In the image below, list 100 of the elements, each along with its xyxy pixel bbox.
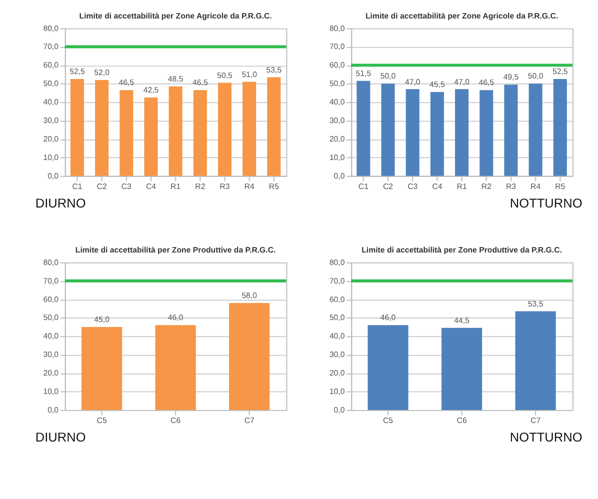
x-tick-label: C7 [530, 416, 541, 426]
y-tick-label: 30,0 [329, 350, 346, 360]
bar [82, 326, 122, 410]
bar [95, 80, 109, 176]
x-tick-label: C4 [432, 182, 443, 192]
bar [70, 79, 84, 176]
data-label: 48,5 [168, 74, 184, 84]
x-tick-label: R5 [268, 182, 280, 192]
data-label: 49,5 [503, 72, 520, 82]
x-tick-label: R5 [555, 182, 566, 192]
y-tick-label: 10,0 [43, 386, 60, 396]
y-tick-label: 40,0 [329, 98, 346, 107]
x-tick-label: R3 [220, 182, 230, 192]
data-label: 47,0 [404, 77, 421, 86]
x-tick-label: C1 [72, 182, 82, 192]
y-tick-label: 80,0 [43, 24, 60, 33]
y-tick-label: 0,0 [48, 405, 60, 414]
bar [356, 80, 370, 176]
data-label: 47,0 [454, 77, 470, 86]
data-label: 50,5 [217, 70, 234, 80]
bar [406, 89, 420, 176]
x-tick-label: C6 [456, 416, 468, 426]
y-tick-label: 80,0 [329, 24, 346, 33]
x-tick-label: C3 [408, 182, 418, 192]
bar [381, 84, 395, 176]
chart-title: Limite di accettabilità per Zone Produttive da P.R.G.C. [362, 246, 562, 255]
bar [267, 77, 281, 176]
x-tick-label: C6 [170, 416, 182, 426]
y-tick-label: 80,0 [329, 258, 346, 267]
bar [144, 97, 158, 176]
data-label: 53,5 [528, 299, 544, 308]
bar [218, 82, 232, 176]
y-tick-label: 10,0 [43, 152, 60, 162]
y-tick-label: 70,0 [43, 276, 60, 286]
data-label: 45,0 [94, 315, 110, 324]
y-tick-label: 10,0 [329, 386, 346, 396]
x-tick-label: C3 [121, 182, 132, 192]
data-label: 44,5 [454, 316, 470, 325]
x-tick-label: C1 [358, 182, 368, 192]
y-tick-label: 60,0 [43, 294, 60, 304]
bar [455, 89, 469, 176]
x-tick-label: R1 [170, 182, 181, 192]
x-tick-label: R4 [244, 182, 255, 192]
bar [515, 311, 556, 410]
data-label: 53,5 [266, 65, 282, 74]
y-tick-label: 60,0 [43, 60, 60, 70]
bar [480, 90, 494, 176]
bar [553, 79, 567, 176]
text: DIURNO [35, 195, 86, 210]
x-tick-label: C5 [96, 416, 108, 426]
data-label: 58,0 [242, 291, 258, 300]
y-tick-label: 30,0 [43, 350, 60, 360]
x-tick-label: R4 [530, 182, 542, 192]
chart-title: Limite di accettabilità per Zone Agricole da P.R.G.C. [79, 11, 272, 20]
y-tick-label: 70,0 [329, 276, 346, 286]
y-tick-label: 80,0 [43, 258, 60, 267]
y-tick-label: 50,0 [329, 79, 346, 88]
x-tick-label: R2 [481, 182, 492, 192]
y-tick-label: 40,0 [43, 98, 60, 107]
y-tick-label: 40,0 [329, 332, 346, 341]
data-label: 46,0 [380, 313, 396, 322]
x-tick-label: R2 [195, 182, 206, 192]
bar [193, 90, 207, 176]
y-tick-label: 70,0 [329, 42, 346, 52]
x-tick-label: C5 [382, 416, 394, 426]
data-label: 52,5 [552, 67, 568, 76]
bar [528, 84, 542, 176]
data-label: 46,5 [192, 78, 208, 88]
y-tick-label: 30,0 [329, 116, 346, 125]
y-tick-label: 30,0 [43, 116, 60, 125]
y-tick-label: 0,0 [48, 171, 60, 180]
data-label: 51,5 [356, 68, 372, 78]
y-tick-label: 40,0 [43, 332, 60, 341]
y-tick-label: 20,0 [329, 368, 346, 378]
bar [242, 82, 256, 176]
y-tick-label: 10,0 [329, 152, 346, 162]
x-tick-label: C4 [146, 182, 157, 192]
bar [504, 84, 518, 176]
data-label: 52,0 [94, 68, 110, 78]
y-tick-label: 20,0 [43, 134, 60, 144]
data-label: 52,5 [70, 67, 86, 76]
data-label: 50,0 [528, 72, 544, 81]
y-tick-label: 50,0 [43, 313, 60, 322]
bar [155, 325, 196, 410]
chart-title: Limite di accettabilità per Zone Agricole da P.R.G.C. [365, 11, 558, 20]
text: DIURNO [35, 429, 86, 444]
x-tick-label: C2 [96, 182, 107, 192]
bar [229, 302, 270, 410]
data-label: 51,0 [242, 70, 258, 79]
y-tick-label: 70,0 [43, 42, 60, 52]
x-tick-label: C2 [382, 182, 394, 192]
y-tick-label: 20,0 [329, 134, 346, 144]
bar [168, 86, 182, 176]
text: NOTTURNO [510, 429, 582, 444]
data-label: 46,5 [478, 78, 495, 88]
x-tick-label: R3 [506, 182, 517, 192]
data-label: 46,0 [168, 313, 184, 322]
bar [430, 92, 444, 176]
y-tick-label: 0,0 [334, 171, 346, 180]
y-tick-label: 0,0 [334, 405, 346, 414]
